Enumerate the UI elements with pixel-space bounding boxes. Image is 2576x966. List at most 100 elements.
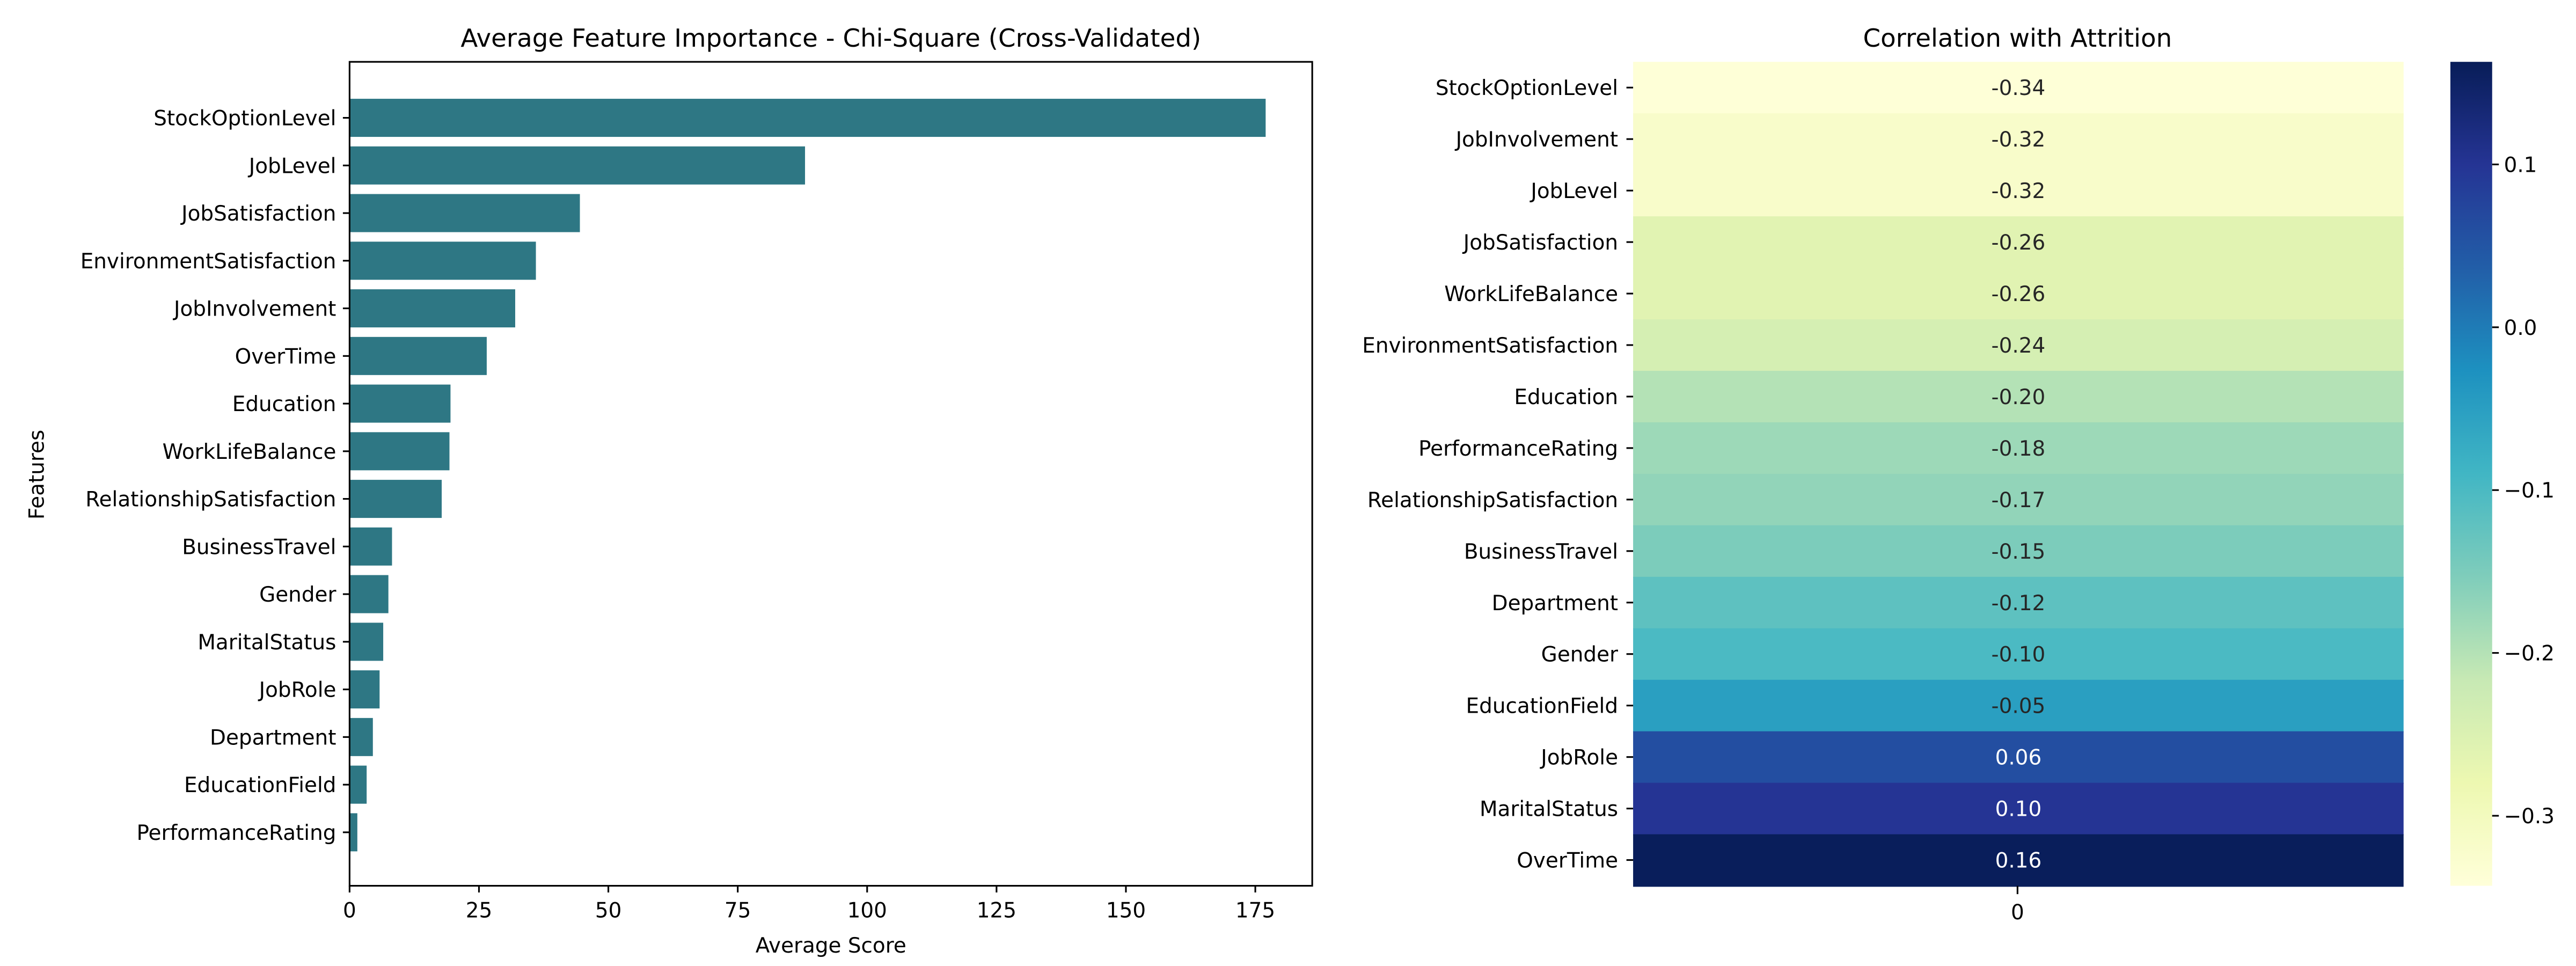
heatmap-row-label: RelationshipSatisfaction (1367, 488, 1618, 513)
bar-category-label: BusinessTravel (182, 535, 336, 559)
heatmap-row-labels: StockOptionLevel JobInvolvement JobLevel Jo… (1362, 76, 1634, 873)
colorbar-tick-label: −0.3 (2504, 804, 2555, 829)
heatmap-cell (1633, 268, 2404, 320)
bar (349, 336, 487, 375)
bar-x-tick-label: 125 (977, 899, 1016, 923)
colorbar-tick-label: −0.1 (2504, 479, 2555, 503)
heatmap-value-label: -0.17 (1992, 488, 2046, 513)
heatmap-row-label: JobLevel (1529, 179, 1618, 203)
heatmap-cell (1633, 216, 2404, 269)
bar (349, 527, 392, 566)
heatmap-value-label: -0.32 (1992, 128, 2046, 152)
heatmap-row-label: StockOptionLevel (1436, 76, 1618, 100)
bar-x-axis-label: Average Score (756, 934, 906, 958)
heatmap-row-label: BusinessTravel (1464, 540, 1618, 564)
bar-category-label: JobLevel (247, 154, 336, 178)
heatmap-cell (1633, 319, 2404, 372)
bar (349, 813, 357, 852)
heatmap-row-label: OverTime (1517, 849, 1618, 873)
heatmap-x-tick-label: 0 (2011, 901, 2024, 925)
bar-y-axis-label: Features (25, 430, 49, 519)
bar (349, 194, 580, 232)
heatmap-cell (1633, 679, 2404, 733)
colorbar-ticks: 0.1 0.0 −0.1 −0.2 −0.3 (2492, 153, 2555, 829)
bar-x-tick-label: 75 (724, 899, 751, 923)
colorbar-tick-label: −0.2 (2504, 642, 2555, 666)
bar-category-label: Department (210, 726, 336, 750)
heatmap-cell (1633, 62, 2404, 115)
bar-category-label: Education (232, 392, 336, 416)
heatmap-value-label: -0.05 (1992, 694, 2046, 719)
bar-category-labels: StockOptionLevel JobLevel JobSatisfaction E… (80, 107, 350, 845)
heatmap-value-label: -0.18 (1992, 437, 2046, 461)
heatmap-cell (1633, 576, 2404, 630)
heatmap-value-label: -0.32 (1992, 179, 2046, 203)
bar (349, 432, 450, 471)
bar-x-tick-label: 175 (1235, 899, 1275, 923)
bar (349, 480, 442, 518)
bar-category-label: WorkLifeBalance (163, 440, 336, 464)
heatmap-value-label: 0.10 (1995, 797, 2042, 822)
heatmap-row-label: JobSatisfaction (1462, 231, 1618, 255)
heatmap-cell (1633, 473, 2404, 526)
bar-x-tick-label: 0 (343, 899, 356, 923)
bar (349, 718, 373, 756)
heatmap-value-label: 0.06 (1995, 746, 2042, 770)
heatmap-cell (1633, 628, 2404, 681)
heatmap-row-label: EducationField (1466, 694, 1619, 719)
heatmap-title: Correlation with Attrition (1863, 24, 2172, 53)
bar-marks (349, 99, 1266, 852)
bar-category-label: JobSatisfaction (180, 202, 336, 226)
bar (349, 575, 389, 613)
bar (349, 146, 806, 185)
heatmap-row-label: JobInvolvement (1454, 128, 1618, 152)
heatmap-chart: Correlation with Attrition -0.34 -0.32 -0.… (1362, 24, 2555, 925)
heatmap-cell (1633, 422, 2404, 475)
heatmap-cell (1633, 834, 2404, 887)
heatmap-value-label: -0.26 (1992, 231, 2046, 255)
bar (349, 241, 536, 280)
bar-x-ticks: 0 25 50 75 100 125 150 175 (343, 885, 1275, 923)
heatmap-value-label: -0.12 (1992, 591, 2046, 616)
heatmap-cell (1633, 731, 2404, 784)
heatmap-row-label: MaritalStatus (1480, 797, 1618, 822)
heatmap-row-label: EnvironmentSatisfaction (1362, 334, 1618, 358)
heatmap-cell (1633, 165, 2404, 217)
bar (349, 623, 384, 661)
heatmap-cell (1633, 525, 2404, 578)
bar-category-label: EnvironmentSatisfaction (80, 250, 336, 274)
heatmap-value-label: -0.10 (1992, 643, 2046, 667)
bar (349, 99, 1266, 137)
bar (349, 670, 380, 709)
heatmap-cells: -0.34 -0.32 -0.32 -0.26 -0.26 -0.24 -0.20 -0.18… (1633, 62, 2404, 887)
bar (349, 765, 367, 804)
heatmap-row-label: Education (1514, 385, 1618, 409)
heatmap-row-label: Gender (1541, 643, 1618, 667)
heatmap-value-label: -0.26 (1992, 282, 2046, 306)
heatmap-row-label: Department (1492, 591, 1618, 616)
colorbar-tick-label: 0.0 (2504, 316, 2537, 340)
bar (349, 289, 515, 328)
bar-chart: Average Feature Importance - Chi-Square … (25, 24, 1313, 958)
bar-category-label: OverTime (235, 345, 336, 369)
bar-category-label: MaritalStatus (197, 631, 336, 655)
bar-category-label: EducationField (184, 773, 336, 797)
bar-category-label: PerformanceRating (136, 821, 336, 845)
heatmap-row-label: JobRole (1539, 746, 1618, 770)
heatmap-cell (1633, 782, 2404, 836)
bar-category-label: RelationshipSatisfaction (85, 488, 336, 512)
bar-category-label: StockOptionLevel (153, 107, 336, 131)
heatmap-value-label: -0.34 (1992, 76, 2046, 100)
bar-x-tick-label: 150 (1106, 899, 1146, 923)
heatmap-cell (1633, 370, 2404, 423)
bar-category-label: Gender (259, 583, 336, 607)
bar-chart-title: Average Feature Importance - Chi-Square … (460, 24, 1201, 53)
bar-x-tick-label: 100 (847, 899, 887, 923)
bar-x-tick-label: 25 (466, 899, 493, 923)
colorbar-tick-label: 0.1 (2504, 153, 2537, 177)
heatmap-row-label: PerformanceRating (1418, 437, 1618, 461)
bar-category-label: JobInvolvement (172, 297, 336, 321)
heatmap-value-label: -0.20 (1992, 385, 2046, 409)
heatmap-value-label: -0.15 (1992, 540, 2046, 564)
